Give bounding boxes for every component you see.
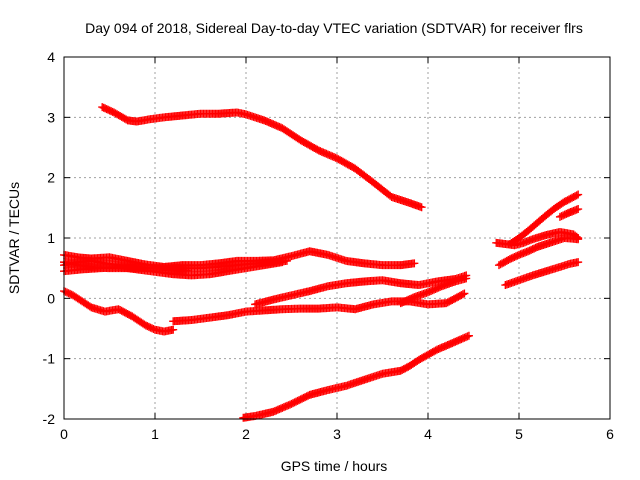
series-track-8 [251,271,471,309]
y-tick-label: 4 [47,49,55,65]
y-tick-label: 0 [47,290,55,306]
data-point [458,290,467,299]
plot-border [63,56,611,420]
y-tick-label: 1 [47,230,55,246]
data-point [574,235,583,244]
x-axis-label: GPS time / hours [281,458,388,474]
series-track-13 [505,190,583,249]
x-tick-label: 6 [606,426,614,442]
x-tick-label: 4 [424,426,432,442]
data-point [410,259,419,268]
x-tick-label: 0 [60,426,68,442]
y-tick-label: -2 [43,411,56,427]
data-points [60,103,583,422]
series-track-5 [60,256,191,275]
chart-title: Day 094 of 2018, Sidereal Day-to-day VTE… [85,20,583,36]
series-track-9 [396,274,471,308]
series-track-15 [555,205,583,221]
y-tick-label: 3 [47,109,55,125]
data-point [574,190,583,199]
x-tick-label: 5 [515,426,523,442]
series-track-1 [98,103,426,212]
series-track-10 [239,331,473,422]
x-tick-label: 2 [242,426,250,442]
series-track-6 [60,287,178,336]
y-tick-label: 2 [47,170,55,186]
x-tick-label: 1 [151,426,159,442]
data-point [278,258,287,267]
y-axis-label: SDTVAR / TECUs [6,182,22,294]
data-point [460,289,469,298]
series-track-12 [494,234,583,270]
data-point [464,331,473,340]
y-axis-ticks: -2 -1 0 1 2 3 4 [43,49,610,427]
series-track-14 [501,258,583,290]
data-point [574,258,583,267]
data-point [462,274,471,283]
data-point [282,256,291,265]
data-point [182,266,191,275]
data-point [169,325,178,334]
data-point [417,203,426,212]
x-tick-label: 3 [333,426,341,442]
y-tick-label: -1 [43,351,56,367]
data-point [574,205,583,214]
data-point [572,191,581,200]
